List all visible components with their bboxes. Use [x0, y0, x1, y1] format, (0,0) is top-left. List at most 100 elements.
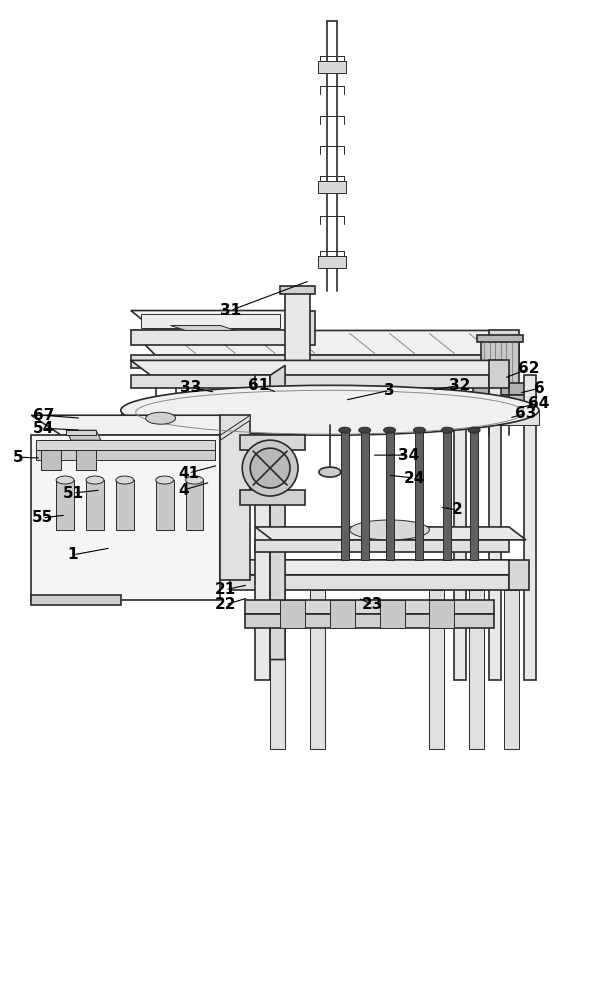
Polygon shape: [186, 480, 204, 530]
Text: 41: 41: [178, 466, 199, 481]
Polygon shape: [473, 383, 527, 395]
Bar: [141, 314, 280, 328]
Polygon shape: [489, 360, 509, 388]
Polygon shape: [477, 335, 523, 342]
Ellipse shape: [56, 476, 74, 484]
Ellipse shape: [350, 520, 429, 540]
Polygon shape: [429, 600, 454, 628]
Polygon shape: [444, 430, 451, 560]
Text: 61: 61: [248, 378, 269, 393]
Polygon shape: [131, 360, 509, 375]
Text: 31: 31: [220, 303, 241, 318]
Text: 22: 22: [214, 597, 236, 612]
Polygon shape: [116, 480, 134, 530]
Polygon shape: [330, 600, 355, 628]
Ellipse shape: [414, 427, 426, 433]
Text: 2: 2: [452, 502, 463, 517]
Polygon shape: [255, 527, 526, 540]
Polygon shape: [416, 430, 423, 560]
Ellipse shape: [86, 476, 104, 484]
Polygon shape: [473, 395, 527, 405]
Text: 62: 62: [518, 361, 540, 376]
Text: 63: 63: [515, 406, 537, 421]
Polygon shape: [220, 440, 260, 453]
Polygon shape: [280, 600, 305, 628]
Polygon shape: [270, 365, 285, 660]
Text: 5: 5: [13, 450, 24, 465]
Polygon shape: [76, 450, 96, 470]
Polygon shape: [318, 181, 346, 193]
Polygon shape: [131, 375, 489, 388]
Circle shape: [242, 440, 298, 496]
Polygon shape: [429, 590, 444, 749]
Polygon shape: [489, 375, 501, 680]
Ellipse shape: [156, 476, 174, 484]
Ellipse shape: [359, 427, 371, 433]
Polygon shape: [220, 415, 250, 580]
Polygon shape: [470, 430, 478, 560]
Text: 67: 67: [32, 408, 54, 423]
Ellipse shape: [116, 476, 134, 484]
Polygon shape: [361, 430, 369, 560]
Polygon shape: [230, 575, 509, 590]
Text: 55: 55: [32, 510, 53, 525]
Polygon shape: [489, 330, 519, 368]
Polygon shape: [240, 435, 305, 450]
Polygon shape: [41, 450, 61, 470]
Text: 24: 24: [404, 471, 425, 486]
Polygon shape: [220, 453, 260, 466]
Polygon shape: [131, 330, 290, 345]
Ellipse shape: [319, 467, 341, 477]
Text: 6: 6: [534, 381, 544, 396]
Polygon shape: [66, 430, 101, 440]
Polygon shape: [524, 375, 536, 680]
Polygon shape: [481, 340, 519, 385]
Polygon shape: [280, 286, 315, 294]
Polygon shape: [131, 311, 315, 330]
Polygon shape: [56, 480, 74, 530]
Text: 32: 32: [448, 378, 470, 393]
Text: 21: 21: [215, 582, 236, 597]
Polygon shape: [504, 590, 519, 749]
Polygon shape: [36, 450, 216, 460]
Polygon shape: [509, 560, 529, 590]
Polygon shape: [220, 415, 250, 440]
Polygon shape: [245, 614, 494, 628]
Polygon shape: [31, 435, 220, 600]
Polygon shape: [278, 368, 318, 378]
Polygon shape: [341, 430, 349, 560]
Polygon shape: [318, 256, 346, 268]
Polygon shape: [270, 590, 285, 749]
Polygon shape: [230, 560, 529, 575]
Polygon shape: [290, 311, 315, 345]
Ellipse shape: [339, 427, 351, 433]
Polygon shape: [31, 595, 121, 605]
Polygon shape: [255, 540, 509, 552]
Text: 1: 1: [68, 547, 78, 562]
Polygon shape: [469, 590, 484, 749]
Ellipse shape: [468, 427, 480, 433]
Text: 54: 54: [33, 421, 54, 436]
Polygon shape: [240, 490, 305, 505]
Polygon shape: [66, 430, 96, 435]
Polygon shape: [386, 430, 393, 560]
Polygon shape: [131, 355, 489, 368]
Polygon shape: [380, 600, 405, 628]
Text: 33: 33: [180, 380, 201, 395]
Ellipse shape: [384, 427, 396, 433]
Text: 3: 3: [384, 383, 395, 398]
Text: 64: 64: [528, 396, 550, 411]
Polygon shape: [318, 61, 346, 73]
Polygon shape: [36, 440, 216, 450]
Polygon shape: [31, 415, 250, 435]
Polygon shape: [285, 291, 310, 370]
Text: 51: 51: [63, 486, 84, 501]
Ellipse shape: [146, 412, 176, 424]
Polygon shape: [245, 600, 494, 614]
Text: 4: 4: [179, 483, 189, 498]
Polygon shape: [131, 330, 519, 355]
Polygon shape: [121, 410, 539, 425]
Text: 34: 34: [398, 448, 419, 463]
Polygon shape: [454, 375, 466, 680]
Circle shape: [250, 448, 290, 488]
